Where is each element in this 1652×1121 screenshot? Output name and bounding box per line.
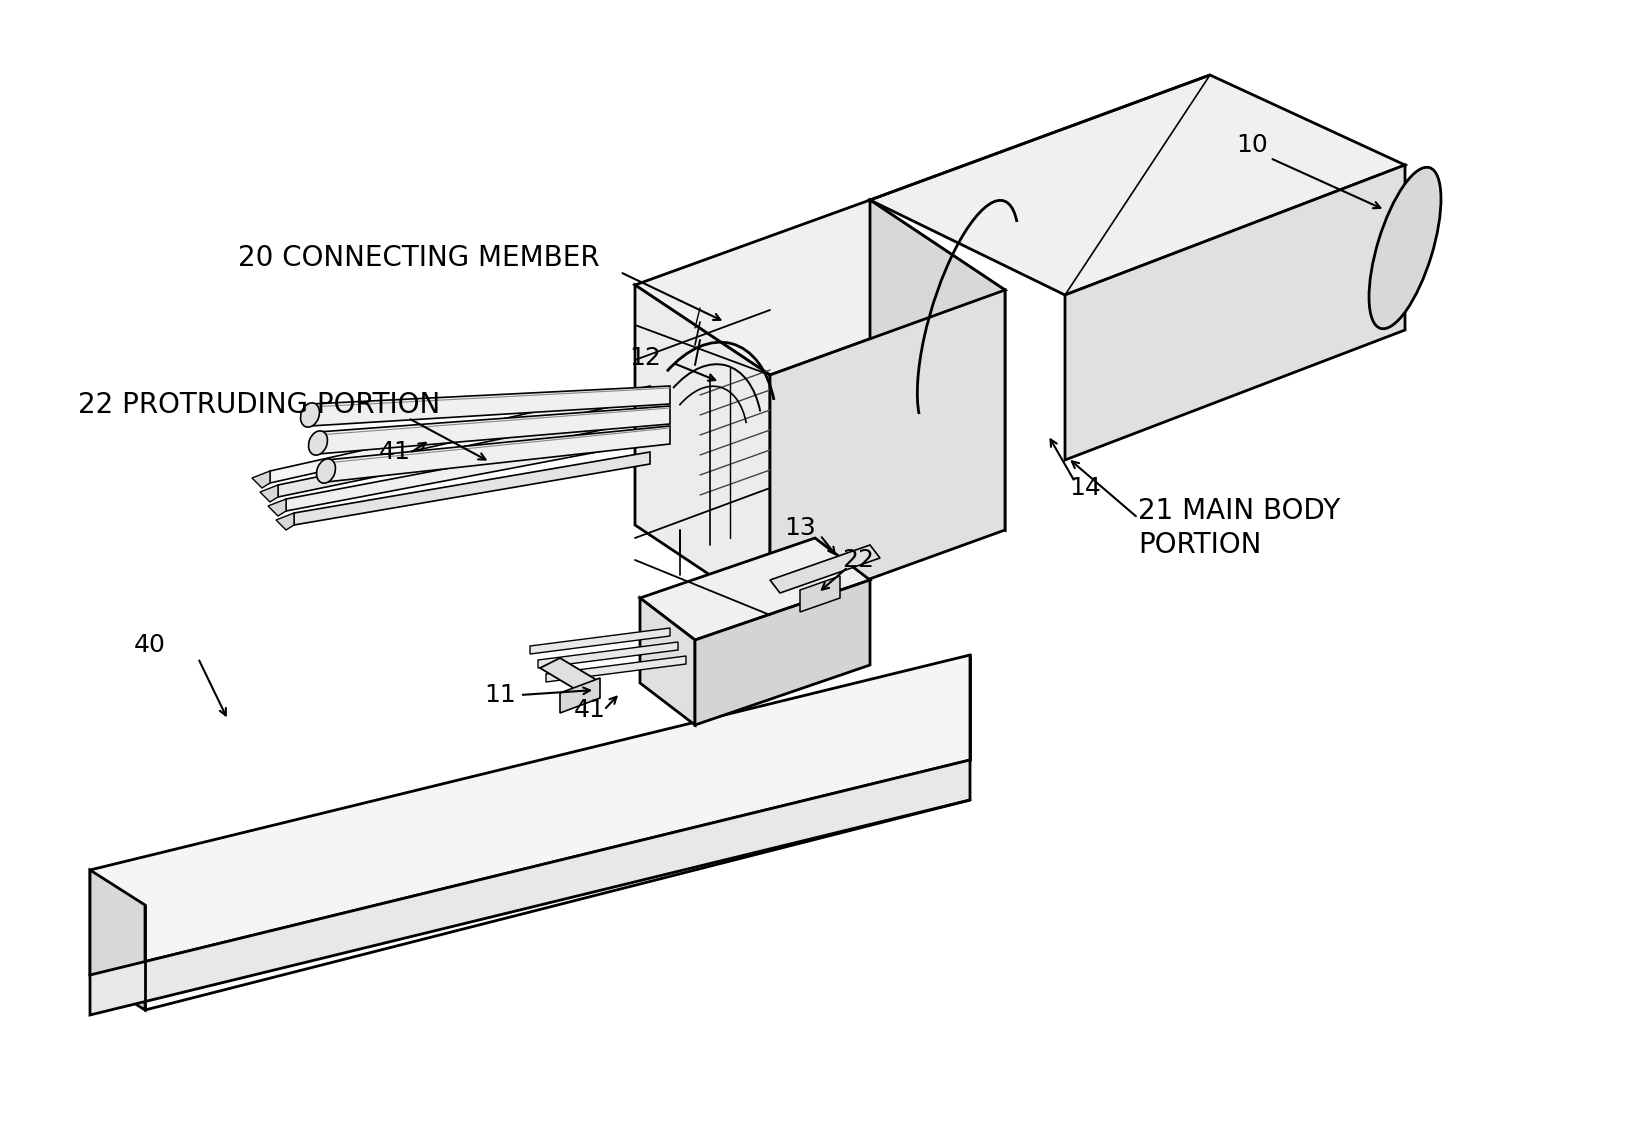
Polygon shape [269, 386, 649, 483]
Polygon shape [317, 406, 671, 454]
Ellipse shape [301, 402, 319, 427]
Polygon shape [770, 545, 881, 593]
Polygon shape [311, 386, 671, 426]
Polygon shape [634, 285, 770, 615]
Polygon shape [695, 580, 871, 725]
Polygon shape [800, 576, 839, 612]
Ellipse shape [317, 458, 335, 483]
Polygon shape [278, 408, 649, 497]
Polygon shape [547, 656, 686, 682]
Polygon shape [560, 678, 600, 713]
Polygon shape [89, 655, 970, 975]
Text: 20 CONNECTING MEMBER: 20 CONNECTING MEMBER [238, 244, 600, 272]
Polygon shape [276, 513, 294, 530]
Polygon shape [639, 538, 871, 640]
Text: 13: 13 [785, 516, 816, 540]
Polygon shape [325, 426, 671, 482]
Polygon shape [286, 430, 649, 511]
Polygon shape [89, 760, 970, 1015]
Text: 41: 41 [573, 698, 606, 722]
Polygon shape [540, 658, 600, 692]
Polygon shape [871, 200, 1004, 530]
Text: 11: 11 [484, 683, 515, 707]
Polygon shape [871, 75, 1404, 295]
Text: 12: 12 [629, 346, 661, 370]
Polygon shape [539, 642, 677, 668]
Polygon shape [294, 452, 649, 525]
Polygon shape [253, 471, 269, 488]
Text: 21 MAIN BODY
PORTION: 21 MAIN BODY PORTION [1138, 497, 1340, 559]
Polygon shape [259, 485, 278, 502]
Text: 40: 40 [134, 633, 165, 657]
Polygon shape [770, 290, 1004, 615]
Text: 10: 10 [1236, 133, 1267, 157]
Polygon shape [268, 499, 286, 516]
Polygon shape [89, 870, 145, 1010]
Text: 14: 14 [1069, 476, 1100, 500]
Text: 22 PROTRUDING PORTION: 22 PROTRUDING PORTION [78, 391, 439, 419]
Polygon shape [634, 200, 1004, 376]
Polygon shape [639, 597, 695, 725]
Polygon shape [1066, 165, 1404, 460]
Ellipse shape [1370, 167, 1441, 328]
Polygon shape [530, 628, 671, 654]
Text: 41: 41 [378, 441, 411, 464]
Text: 22: 22 [843, 548, 874, 572]
Ellipse shape [309, 430, 327, 455]
